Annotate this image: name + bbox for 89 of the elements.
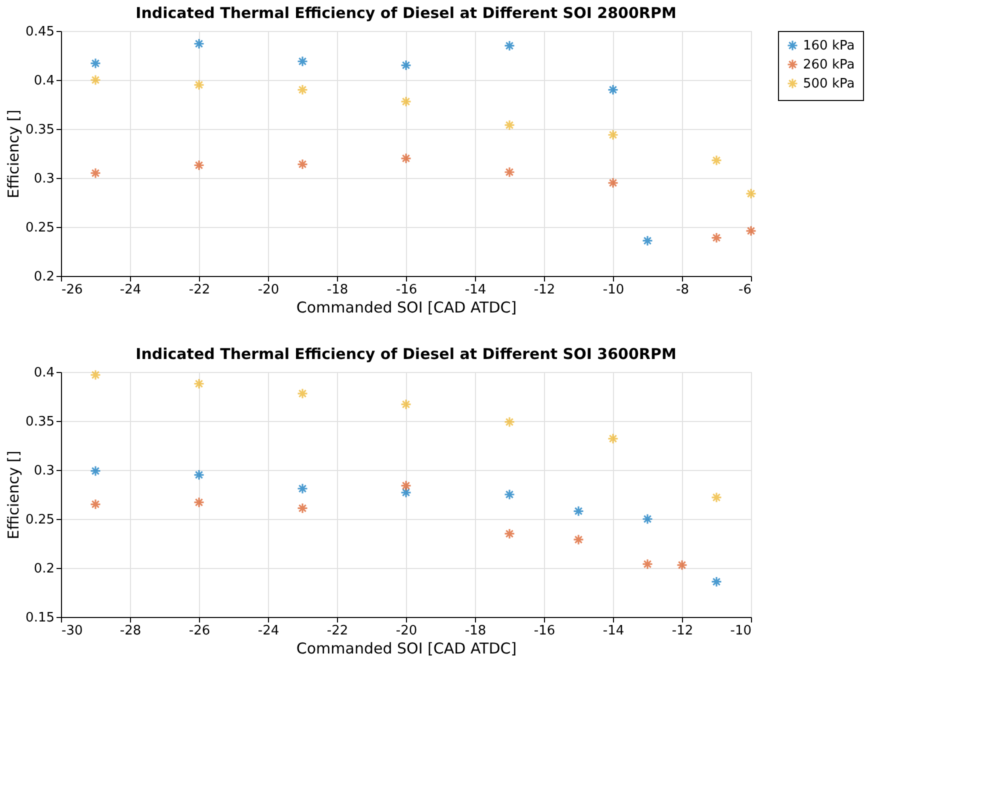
y-tick-label: 0.4 [34,74,54,88]
point [90,369,102,380]
y-tick-label: 0.4 [34,366,54,380]
point [607,129,619,140]
x-tick-label: -8 [676,282,689,298]
y-tick-label: 0.25 [26,512,54,528]
point [90,168,102,179]
x-tick-label: -26 [62,282,83,298]
point [193,378,205,390]
x-tick-label: -24 [258,624,280,638]
x-tick-label: -18 [464,624,486,638]
x-tick-label: -28 [120,624,142,638]
y-axis-title: Efficiency [] [4,450,23,540]
point [504,120,516,131]
x-tick-label: -24 [120,282,142,298]
point [193,469,205,480]
point [90,465,102,477]
x-tick-label: -14 [602,624,624,638]
point [504,488,516,500]
point [296,388,308,400]
x-tick-label: -12 [672,624,694,638]
point [296,84,308,96]
point [504,528,516,540]
point [642,558,654,570]
x-tick-label: -22 [326,624,348,638]
point [745,188,757,200]
legend-label: 500 kPa [803,76,855,92]
x-tick-label: -14 [464,282,486,298]
point [90,74,102,86]
x-tick-label: -30 [62,624,83,638]
point [296,56,308,67]
point [90,498,102,510]
x-tick-label: -20 [396,624,418,638]
y-tick-label: 0.35 [26,122,54,138]
x-axis-title: Commanded SOI [CAD ATDC] [296,640,517,658]
point [710,154,722,166]
point [745,225,757,236]
point [504,416,516,428]
point [296,158,308,170]
x-axis-title: Commanded SOI [CAD ATDC] [296,298,517,316]
x-tick-label: -16 [396,282,418,298]
point [642,513,654,525]
point [193,38,205,50]
point [400,60,412,71]
point [400,480,412,492]
y-tick-label: 0.35 [26,414,54,430]
y-tick-label: 0.15 [26,610,54,626]
point [710,232,722,244]
point [90,58,102,69]
point [642,235,654,246]
point [710,492,722,503]
x-tick-label: -22 [188,282,210,298]
x-tick-label: -10 [730,624,752,638]
x-tick-label: -16 [534,624,556,638]
point [504,40,516,52]
x-tick-label: -12 [534,282,556,298]
point [193,160,205,171]
y-tick-label: 0.2 [34,562,54,576]
chart-title: Indicated Thermal Efficiency of Diesel at Different SOI 2800RPM [136,4,676,22]
x-tick-label: -18 [326,282,348,298]
point [572,506,584,517]
x-tick-label: -6 [738,282,752,298]
point [296,483,308,494]
chart-title: Indicated Thermal Efficiency of Diesel at Different SOI 3600RPM [136,345,676,363]
y-tick-label: 0.25 [26,220,54,236]
y-axis-title: Efficiency [] [4,110,23,198]
x-tick-label: -20 [258,282,280,298]
point [504,166,516,178]
point [400,486,412,498]
point [193,496,205,508]
y-tick-label: 0.2 [34,270,54,284]
y-tick-label: 0.45 [26,24,54,40]
point [193,79,205,90]
x-tick-label: -10 [602,282,624,298]
point [607,84,619,96]
y-tick-label: 0.3 [34,172,54,186]
point [607,433,619,444]
point [607,177,619,188]
point [296,502,308,514]
point [572,534,584,546]
point [676,560,688,571]
point [400,152,412,164]
legend-label: 160 kPa [803,38,855,54]
point [710,576,722,588]
point [400,96,412,108]
x-tick-label: -26 [188,624,210,638]
point [400,398,412,410]
y-tick-label: 0.3 [34,464,54,478]
legend-label: 260 kPa [803,58,855,72]
